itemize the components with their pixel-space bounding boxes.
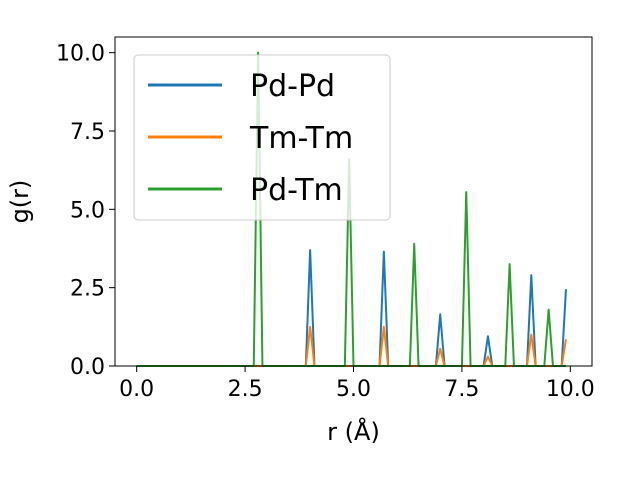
- y-tick-label: 0.0: [70, 355, 105, 380]
- x-axis-label: r (Å): [327, 417, 380, 446]
- y-tick-label: 10.0: [56, 42, 105, 67]
- y-tick-label: 5.0: [70, 198, 105, 223]
- y-axis-label: g(r): [6, 180, 34, 224]
- x-tick-label: 0.0: [119, 377, 154, 402]
- x-tick-label: 5.0: [336, 377, 371, 402]
- legend-label: Pd-Tm: [250, 173, 343, 208]
- series-line-pd-pd: [136, 249, 567, 367]
- series-line-tm-tm: [136, 325, 567, 367]
- legend-label: Pd-Pd: [250, 69, 335, 104]
- legend-box: [133, 54, 391, 221]
- y-tick-label: 2.5: [70, 277, 105, 302]
- x-tick-label: 2.5: [228, 377, 263, 402]
- x-tick-label: 10.0: [546, 377, 595, 402]
- legend: Pd-Pd Tm-Tm Pd-Tm: [133, 54, 391, 221]
- ticks-layer: 0.0 2.5 5.0 7.5 10.0 0.0 2.5 5.0 7.5 10.0: [56, 42, 595, 402]
- legend-label: Tm-Tm: [249, 121, 353, 156]
- x-tick-label: 7.5: [444, 377, 479, 402]
- y-tick-label: 7.5: [70, 120, 105, 145]
